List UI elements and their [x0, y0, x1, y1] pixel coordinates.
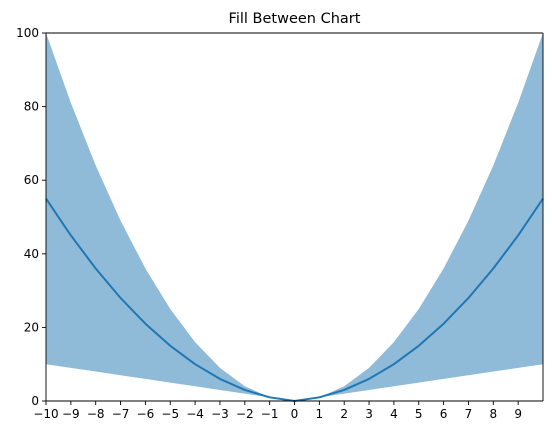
x-tick-label: −6 — [137, 407, 155, 421]
x-tick-label: −9 — [62, 407, 80, 421]
chart-title: Fill Between Chart — [229, 11, 361, 27]
y-axis-ticks: 0 20 40 60 80 100 — [16, 26, 46, 408]
y-tick-label: 0 — [31, 394, 39, 408]
y-tick-label: 60 — [24, 173, 39, 187]
x-tick-label: 4 — [390, 407, 398, 421]
x-tick-label: 6 — [440, 407, 448, 421]
fill-between-area — [46, 33, 543, 401]
x-tick-label: 2 — [340, 407, 348, 421]
x-tick-label: −2 — [236, 407, 254, 421]
x-tick-label: 7 — [465, 407, 473, 421]
x-tick-label: −5 — [161, 407, 179, 421]
x-tick-label: −8 — [87, 407, 105, 421]
x-tick-label: 0 — [291, 407, 299, 421]
x-tick-label: 8 — [489, 407, 497, 421]
x-tick-label: −3 — [211, 407, 229, 421]
plot-area — [46, 33, 543, 401]
x-tick-label: −4 — [186, 407, 204, 421]
y-tick-label: 80 — [24, 100, 39, 114]
x-axis-ticks: −10 −9 −8 −7 −6 −5 −4 −3 −2 −1 0 1 2 3 4 5 6 7 8 9 — [33, 401, 522, 421]
y-tick-label: 20 — [24, 320, 39, 334]
x-tick-label: 5 — [415, 407, 423, 421]
x-tick-label: 1 — [316, 407, 324, 421]
x-tick-label: −1 — [261, 407, 279, 421]
x-tick-label: 9 — [514, 407, 522, 421]
y-tick-label: 100 — [16, 26, 39, 40]
x-tick-label: −7 — [112, 407, 130, 421]
x-tick-label: 3 — [365, 407, 373, 421]
x-tick-label: −10 — [33, 407, 58, 421]
y-tick-label: 40 — [24, 247, 39, 261]
